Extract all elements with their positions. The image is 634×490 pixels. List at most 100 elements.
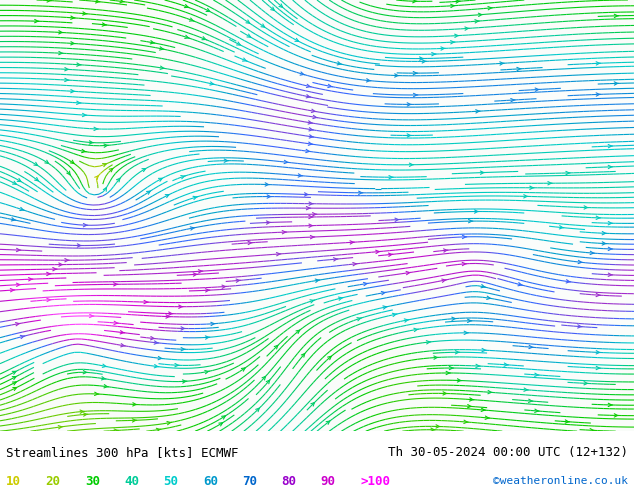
FancyArrowPatch shape [357, 318, 361, 321]
FancyArrowPatch shape [104, 385, 108, 388]
FancyArrowPatch shape [109, 169, 113, 172]
FancyArrowPatch shape [455, 34, 459, 37]
FancyArrowPatch shape [10, 289, 15, 292]
FancyArrowPatch shape [83, 370, 87, 374]
FancyArrowPatch shape [306, 95, 311, 98]
Text: 20: 20 [46, 475, 61, 488]
FancyArrowPatch shape [103, 188, 107, 191]
FancyArrowPatch shape [65, 259, 69, 262]
FancyArrowPatch shape [59, 51, 63, 55]
FancyArrowPatch shape [394, 74, 399, 77]
FancyArrowPatch shape [310, 300, 314, 303]
FancyArrowPatch shape [444, 249, 448, 252]
FancyArrowPatch shape [262, 376, 266, 380]
FancyArrowPatch shape [381, 292, 386, 295]
FancyArrowPatch shape [276, 252, 281, 256]
FancyArrowPatch shape [219, 423, 223, 426]
FancyArrowPatch shape [94, 392, 99, 395]
FancyArrowPatch shape [94, 176, 98, 179]
FancyArrowPatch shape [535, 88, 540, 91]
FancyArrowPatch shape [436, 425, 441, 428]
FancyArrowPatch shape [518, 283, 522, 286]
FancyArrowPatch shape [306, 84, 311, 88]
FancyArrowPatch shape [120, 343, 126, 347]
FancyArrowPatch shape [608, 165, 612, 169]
FancyArrowPatch shape [94, 127, 98, 130]
FancyArrowPatch shape [205, 289, 210, 292]
Text: 40: 40 [124, 475, 139, 488]
FancyArrowPatch shape [248, 241, 252, 245]
FancyArrowPatch shape [261, 24, 264, 27]
FancyArrowPatch shape [481, 171, 485, 174]
Text: 10: 10 [6, 475, 22, 488]
FancyArrowPatch shape [456, 0, 460, 3]
FancyArrowPatch shape [133, 419, 137, 422]
FancyArrowPatch shape [376, 250, 380, 253]
FancyArrowPatch shape [326, 421, 330, 424]
FancyArrowPatch shape [500, 62, 504, 65]
FancyArrowPatch shape [457, 379, 462, 382]
FancyArrowPatch shape [184, 4, 189, 8]
FancyArrowPatch shape [282, 230, 287, 234]
FancyArrowPatch shape [476, 364, 480, 368]
FancyArrowPatch shape [266, 380, 269, 384]
FancyArrowPatch shape [242, 368, 245, 371]
FancyArrowPatch shape [392, 313, 397, 317]
FancyArrowPatch shape [89, 141, 94, 144]
FancyArrowPatch shape [464, 331, 469, 335]
FancyArrowPatch shape [442, 279, 446, 282]
FancyArrowPatch shape [434, 356, 438, 359]
FancyArrowPatch shape [296, 330, 300, 334]
FancyArrowPatch shape [306, 149, 310, 152]
FancyArrowPatch shape [300, 72, 305, 75]
FancyArrowPatch shape [175, 364, 179, 367]
FancyArrowPatch shape [271, 7, 275, 10]
FancyArrowPatch shape [534, 373, 539, 376]
FancyArrowPatch shape [487, 296, 491, 299]
FancyArrowPatch shape [450, 367, 453, 369]
FancyArrowPatch shape [413, 0, 417, 3]
FancyArrowPatch shape [475, 20, 479, 23]
FancyArrowPatch shape [602, 242, 607, 245]
FancyArrowPatch shape [548, 182, 552, 185]
FancyArrowPatch shape [103, 164, 107, 167]
FancyArrowPatch shape [407, 134, 411, 137]
FancyArrowPatch shape [184, 35, 190, 38]
FancyArrowPatch shape [608, 273, 612, 276]
FancyArrowPatch shape [16, 248, 21, 252]
FancyArrowPatch shape [578, 325, 582, 328]
FancyArrowPatch shape [395, 218, 399, 221]
FancyArrowPatch shape [432, 52, 436, 56]
FancyArrowPatch shape [150, 41, 155, 44]
FancyArrowPatch shape [596, 351, 600, 354]
FancyArrowPatch shape [596, 367, 600, 369]
FancyArrowPatch shape [183, 380, 187, 383]
FancyArrowPatch shape [193, 273, 198, 276]
FancyArrowPatch shape [474, 210, 479, 213]
FancyArrowPatch shape [20, 207, 25, 211]
FancyArrowPatch shape [210, 322, 216, 325]
FancyArrowPatch shape [309, 128, 313, 131]
FancyArrowPatch shape [101, 377, 106, 380]
FancyArrowPatch shape [169, 312, 173, 315]
FancyArrowPatch shape [77, 63, 81, 66]
FancyArrowPatch shape [181, 327, 185, 330]
FancyArrowPatch shape [77, 244, 82, 247]
FancyArrowPatch shape [426, 341, 431, 344]
FancyArrowPatch shape [530, 186, 534, 190]
FancyArrowPatch shape [464, 420, 469, 423]
FancyArrowPatch shape [488, 6, 493, 10]
FancyArrowPatch shape [279, 4, 283, 7]
FancyArrowPatch shape [158, 178, 162, 181]
FancyArrowPatch shape [267, 195, 271, 198]
FancyArrowPatch shape [160, 47, 164, 50]
FancyArrowPatch shape [481, 285, 486, 288]
FancyArrowPatch shape [304, 193, 309, 196]
FancyArrowPatch shape [559, 226, 564, 229]
FancyArrowPatch shape [117, 178, 120, 182]
FancyArrowPatch shape [142, 169, 146, 171]
FancyArrowPatch shape [59, 31, 63, 34]
FancyArrowPatch shape [608, 221, 612, 225]
FancyArrowPatch shape [35, 177, 38, 181]
FancyArrowPatch shape [465, 27, 469, 30]
